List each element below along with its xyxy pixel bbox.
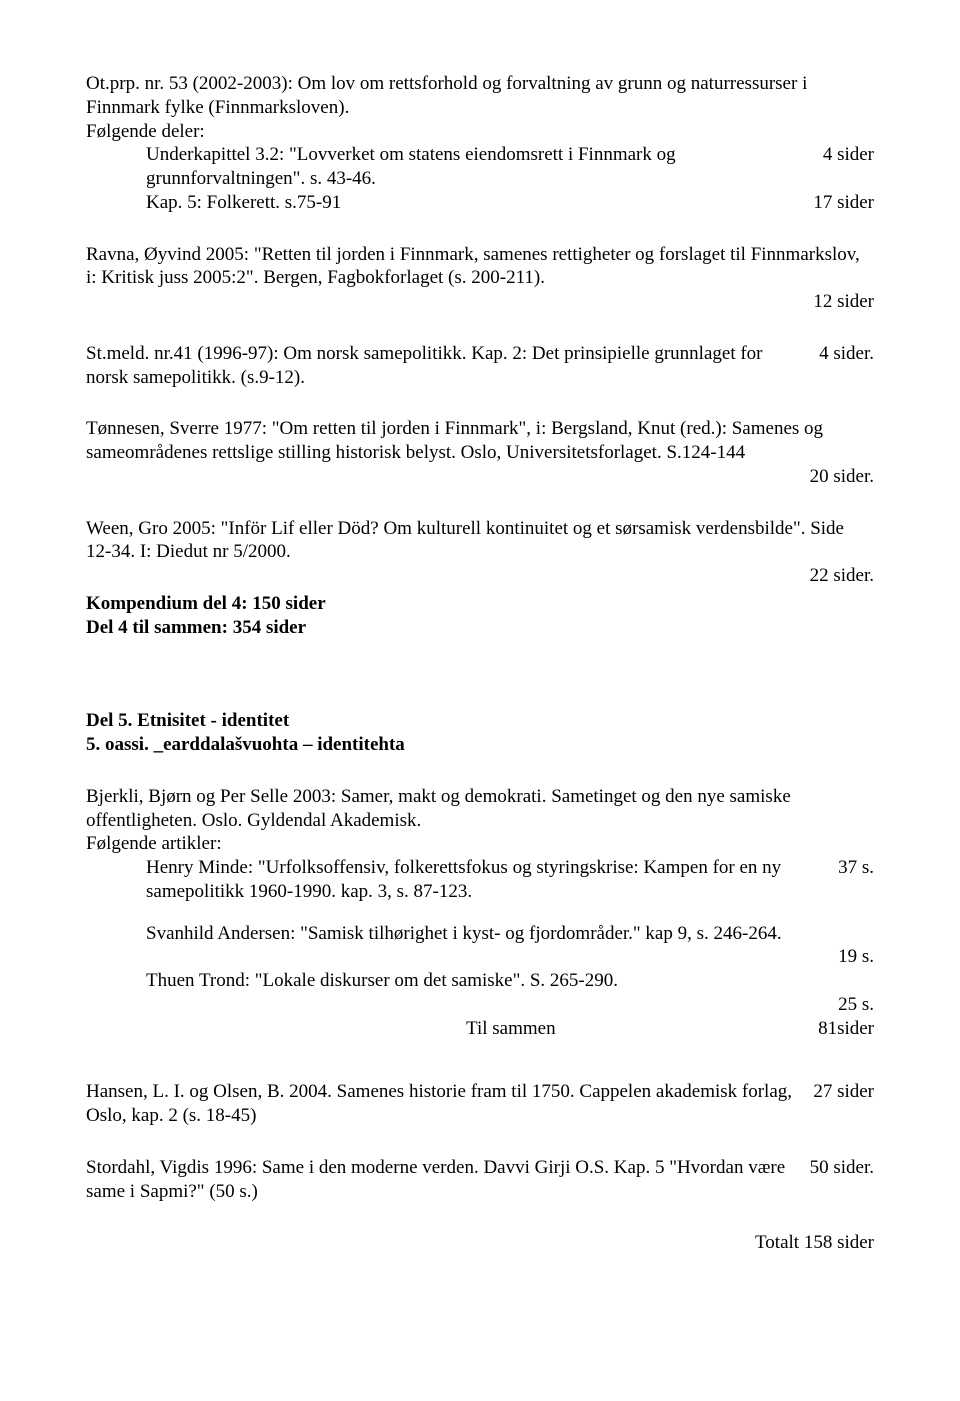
entry-tonnesen: Tønnesen, Sverre 1977: "Om retten til jo… <box>86 417 874 488</box>
bjerkli-subitems: Henry Minde: "Urfolksoffensiv, folkerett… <box>86 856 874 1040</box>
otprp-sub2-pages: 17 sider <box>793 191 874 215</box>
otprp-sub1-pages: 4 sider <box>803 143 874 191</box>
ravna-text: Ravna, Øyvind 2005: "Retten til jorden i… <box>86 243 874 291</box>
tilsammen-text: Til sammen <box>466 1017 798 1041</box>
minde-text: Henry Minde: "Urfolksoffensiv, folkerett… <box>146 856 818 904</box>
ween-pages: 22 sider. <box>86 564 874 588</box>
section-del5: Del 5. Etnisitet - identitet 5. oassi. _… <box>86 709 874 757</box>
thuen-text: Thuen Trond: "Lokale diskurser om det sa… <box>146 969 874 993</box>
stmeld-pages: 4 sider. <box>799 342 874 390</box>
entry-otprp: Ot.prp. nr. 53 (2002-2003): Om lov om re… <box>86 72 874 215</box>
tilsammen-pages: 81sider <box>798 1017 874 1041</box>
entry-stmeld: St.meld. nr.41 (1996-97): Om norsk samep… <box>86 342 874 390</box>
folgende-artikler: Følgende artikler: <box>86 832 874 856</box>
hansen-pages: 27 sider <box>793 1080 874 1128</box>
stordahl-text: Stordahl, Vigdis 1996: Same i den modern… <box>86 1156 790 1204</box>
komp4: Kompendium del 4: 150 sider <box>86 592 874 616</box>
ween-text: Ween, Gro 2005: "Inför Lif eller Död? Om… <box>86 517 874 565</box>
entry-hansen: Hansen, L. I. og Olsen, B. 2004. Samenes… <box>86 1080 874 1128</box>
andersen-pages: 19 s. <box>146 945 874 969</box>
del5-title: Del 5. Etnisitet - identitet <box>86 709 874 733</box>
tonnesen-text: Tønnesen, Sverre 1977: "Om retten til jo… <box>86 417 874 465</box>
del4sum: Del 4 til sammen: 354 sider <box>86 616 874 640</box>
entry-stordahl: Stordahl, Vigdis 1996: Same i den modern… <box>86 1156 874 1204</box>
stordahl-pages: 50 sider. <box>790 1156 874 1204</box>
andersen: Svanhild Andersen: "Samisk tilhørighet i… <box>146 922 874 970</box>
minde: Henry Minde: "Urfolksoffensiv, folkerett… <box>146 856 874 904</box>
entry-ravna: Ravna, Øyvind 2005: "Retten til jorden i… <box>86 243 874 314</box>
otprp-sub2: Kap. 5: Folkerett. s.75-91 17 sider <box>146 191 874 215</box>
tonnesen-pages: 20 sider. <box>86 465 874 489</box>
thuen-pages: 25 s. <box>146 993 874 1017</box>
minde-pages: 37 s. <box>818 856 874 904</box>
otprp-sub1: Underkapittel 3.2: "Lovverket om statens… <box>146 143 874 191</box>
otprp-main: Ot.prp. nr. 53 (2002-2003): Om lov om re… <box>86 72 874 120</box>
andersen-text: Svanhild Andersen: "Samisk tilhørighet i… <box>146 922 874 946</box>
hansen-text: Hansen, L. I. og Olsen, B. 2004. Samenes… <box>86 1080 793 1128</box>
entry-bjerkli: Bjerkli, Bjørn og Per Selle 2003: Samer,… <box>86 785 874 1041</box>
stmeld-text: St.meld. nr.41 (1996-97): Om norsk samep… <box>86 342 799 390</box>
otprp-subitems: Underkapittel 3.2: "Lovverket om statens… <box>86 143 874 214</box>
otprp-following: Følgende deler: <box>86 120 874 144</box>
otprp-sub2-text: Kap. 5: Folkerett. s.75-91 <box>146 191 793 215</box>
tilsammen: Til sammen 81sider <box>146 1017 874 1041</box>
document-body: Ot.prp. nr. 53 (2002-2003): Om lov om re… <box>86 72 874 1255</box>
ravna-pages: 12 sider <box>86 290 874 314</box>
del5-sub: 5. oassi. _earddalašvuohta – identitehta <box>86 733 874 757</box>
bjerkli-text: Bjerkli, Bjørn og Per Selle 2003: Samer,… <box>86 785 874 833</box>
otprp-sub1-text: Underkapittel 3.2: "Lovverket om statens… <box>146 143 803 191</box>
total158: Totalt 158 sider <box>86 1231 874 1255</box>
entry-ween: Ween, Gro 2005: "Inför Lif eller Död? Om… <box>86 517 874 588</box>
thuen: Thuen Trond: "Lokale diskurser om det sa… <box>146 969 874 1017</box>
